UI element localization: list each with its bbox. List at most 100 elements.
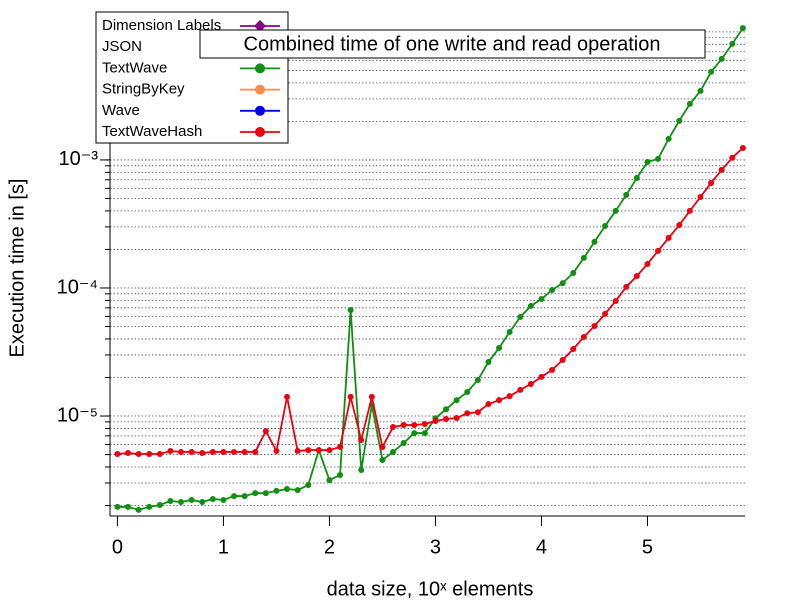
data-point	[347, 393, 354, 400]
data-point	[538, 373, 545, 380]
data-point	[697, 193, 704, 200]
data-point	[241, 448, 248, 455]
data-point	[368, 393, 375, 400]
series-line	[117, 147, 744, 455]
data-point	[665, 135, 672, 142]
data-point	[326, 477, 333, 484]
data-point	[485, 401, 492, 408]
data-point	[655, 155, 662, 162]
chart-title: Combined time of one write and read oper…	[244, 33, 661, 55]
x-tick-label: 3	[430, 536, 441, 558]
data-point	[644, 158, 651, 165]
x-tick-label: 1	[218, 536, 229, 558]
data-point	[591, 238, 598, 245]
data-point	[400, 440, 407, 447]
x-tick-label: 5	[642, 536, 653, 558]
data-point	[337, 472, 344, 479]
data-point	[421, 430, 428, 437]
data-point	[114, 451, 121, 458]
data-point	[739, 25, 746, 32]
data-point	[273, 487, 280, 494]
data-point	[729, 154, 736, 161]
data-point	[432, 418, 439, 425]
legend-marker	[255, 84, 265, 95]
data-point	[337, 443, 344, 450]
legend-label: StringByKey	[102, 81, 185, 98]
data-point	[209, 495, 216, 502]
data-point	[708, 179, 715, 186]
data-point	[549, 366, 556, 373]
data-point	[443, 406, 450, 413]
data-point	[496, 344, 503, 351]
data-point	[506, 329, 513, 336]
data-point	[686, 100, 693, 107]
data-point	[390, 448, 397, 455]
data-point	[538, 296, 545, 303]
legend-marker	[255, 63, 265, 74]
data-point	[188, 496, 195, 503]
data-point	[262, 490, 269, 497]
data-point	[125, 503, 132, 510]
data-point	[612, 207, 619, 214]
data-point	[559, 280, 566, 287]
data-point	[644, 260, 651, 267]
data-point	[718, 55, 725, 62]
data-point	[453, 415, 460, 422]
data-point	[708, 68, 715, 75]
data-point	[411, 422, 418, 429]
data-point	[633, 174, 640, 181]
data-point	[390, 424, 397, 431]
data-point	[496, 397, 503, 404]
data-point	[156, 501, 163, 508]
data-point	[347, 306, 354, 313]
y-axis-label: Execution time in [s]	[6, 179, 28, 358]
data-point	[676, 222, 683, 229]
data-point	[602, 310, 609, 317]
data-point	[114, 503, 121, 510]
data-point	[718, 166, 725, 173]
data-point	[241, 493, 248, 500]
x-tick-label: 0	[112, 536, 123, 558]
data-point	[623, 283, 630, 290]
data-point	[294, 487, 301, 494]
data-point	[135, 451, 142, 458]
data-point	[580, 254, 587, 261]
data-point	[474, 409, 481, 416]
data-point	[135, 506, 142, 513]
data-point	[167, 448, 174, 455]
data-point	[485, 359, 492, 366]
data-point	[125, 450, 132, 457]
legend-label: TextWave	[102, 59, 167, 76]
data-point	[623, 191, 630, 198]
data-point	[156, 451, 163, 458]
data-point	[178, 499, 185, 506]
y-tick-label: 10⁻³	[59, 148, 99, 170]
data-point	[464, 389, 471, 396]
data-point	[739, 144, 746, 151]
data-point	[358, 437, 365, 444]
data-point	[262, 428, 269, 435]
title-box	[199, 29, 706, 59]
data-point	[305, 447, 312, 454]
data-point	[612, 298, 619, 305]
data-point	[517, 314, 524, 321]
legend-marker	[255, 127, 265, 137]
data-point	[633, 273, 640, 280]
data-point	[252, 490, 259, 497]
data-point	[453, 397, 460, 404]
data-point	[199, 450, 206, 457]
data-point	[273, 448, 280, 455]
data-point	[231, 448, 238, 455]
data-point	[676, 117, 683, 124]
data-point	[209, 448, 216, 455]
x-tick-label: 2	[324, 536, 335, 558]
data-point	[655, 247, 662, 254]
x-tick-label: 4	[536, 536, 547, 558]
legend-label: JSON	[102, 38, 142, 55]
data-point	[146, 503, 153, 510]
data-point	[284, 393, 291, 400]
data-point	[443, 415, 450, 422]
data-point	[549, 287, 556, 294]
legend-marker	[254, 20, 266, 32]
